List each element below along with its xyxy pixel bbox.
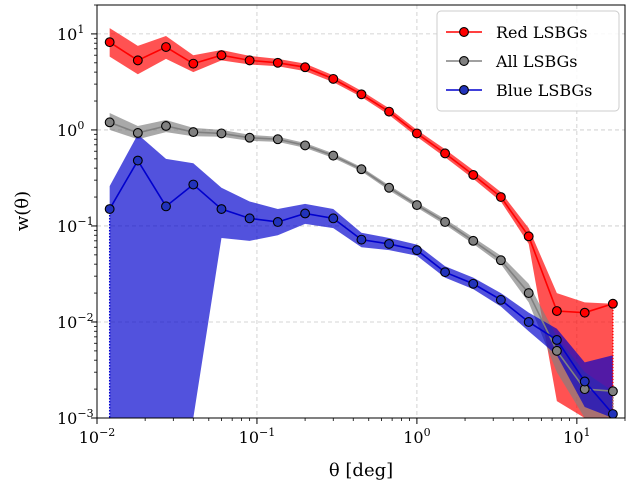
data-point [468,169,479,180]
data-point [244,213,255,224]
data-point [104,117,115,128]
data-point [272,134,283,145]
data-point [356,89,367,100]
data-point [132,155,143,166]
data-point [356,234,367,245]
data-point [411,245,422,256]
data-point [132,128,143,138]
data-point [523,288,534,299]
data-point [132,55,143,66]
data-point [244,55,255,66]
data-point [216,50,227,61]
data-point [440,217,451,227]
data-point [356,164,367,175]
data-point [468,278,479,289]
data-point [579,376,590,387]
legend-box [436,10,620,112]
data-point [579,307,590,318]
x-tick-label: 101 [563,426,590,447]
data-point [161,201,171,212]
legend-marker [459,27,469,37]
data-point [495,294,506,305]
data-point [384,182,395,193]
data-point [216,204,227,214]
data-point [607,298,618,309]
data-point [523,317,534,327]
data-point [104,204,115,214]
data-point [161,42,171,52]
data-point [411,128,422,139]
legend-label: Red LSBGs [496,23,587,42]
data-point [468,235,479,246]
data-point [216,128,227,139]
data-point [523,231,534,242]
data-point [551,306,562,316]
data-point [300,208,311,219]
data-point [188,58,199,69]
data-point [384,106,395,117]
plot-frame [96,4,626,419]
data-point [440,148,451,159]
data-point [495,255,506,266]
data-point [328,213,339,224]
data-point [161,121,171,131]
legend-marker [459,85,469,95]
data-point [411,200,422,211]
legend: Red LSBGs All LSBGs Blue LSBGs [436,10,620,112]
data-point [607,386,618,397]
data-area [104,28,618,418]
data-point [328,150,339,161]
x-axis-label: θ [deg] [329,460,393,481]
data-point [300,62,311,73]
data-point [188,179,199,190]
data-point [272,57,283,68]
legend-label: All LSBGs [495,52,578,71]
error-band [109,134,613,418]
data-point [551,334,562,345]
x-tick-label: 100 [403,426,430,447]
y-tick-label: 10−1 [57,215,94,236]
data-point [104,37,115,48]
data-point [440,267,451,278]
data-point [188,127,199,138]
y-axis-label: w(θ) [12,191,33,231]
legend-label: Blue LSBGs [496,81,592,100]
data-point [272,217,283,227]
data-point [551,345,562,356]
data-point [300,140,311,151]
data-point [244,132,255,143]
y-tick-label: 100 [57,119,84,140]
y-tick-label: 10−2 [57,311,94,332]
y-tick-label: 101 [57,23,84,44]
legend-marker [459,56,469,66]
data-point [495,192,506,202]
data-point [607,409,618,418]
y-tick-label: 10−3 [57,407,94,428]
data-point [384,238,395,249]
data-point [328,73,339,84]
x-tick-label: 10−2 [79,426,116,447]
x-tick-label: 10−1 [239,426,276,447]
